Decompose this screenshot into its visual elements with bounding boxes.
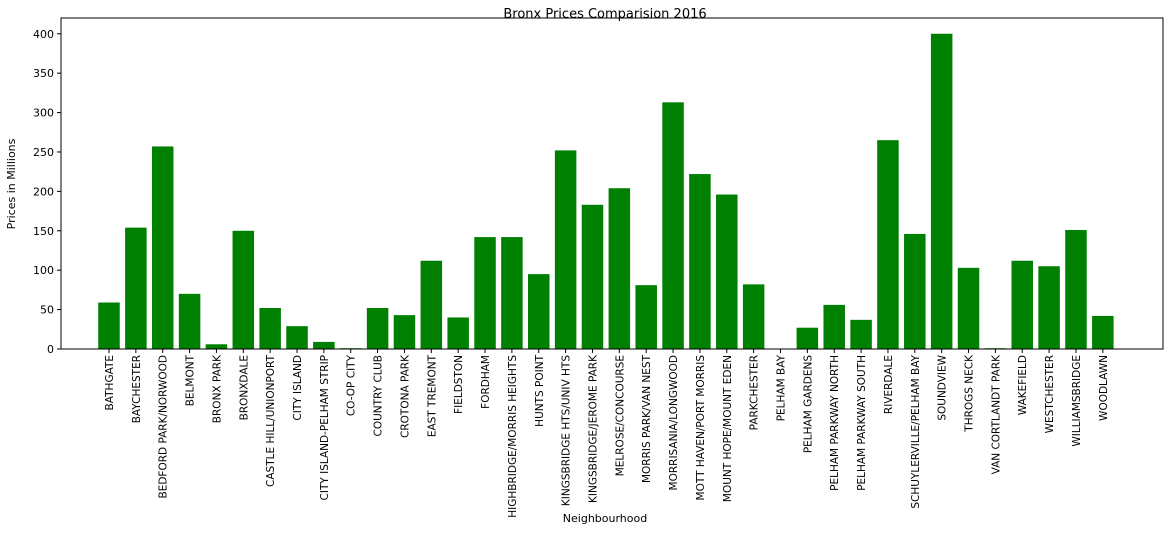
x-tick-label: PELHAM PARKWAY NORTH [829,355,841,491]
bar [474,237,496,349]
y-tick-label: 300 [33,107,54,120]
x-tick-label: PARKCHESTER [749,355,761,430]
x-tick-label: BAYCHESTER [131,355,143,423]
x-tick-label: SCHUYLERVILLE/PELHAM BAY [910,354,922,508]
bar [930,33,953,349]
plot-frame [60,17,1164,350]
bar [98,302,120,349]
x-tick-label: RIVERDALE [883,355,895,414]
x-axis: BATHGATE BAYCHESTER BEDFORD PARK/NORWOOD BE… [104,349,1110,518]
bar [957,267,980,349]
bar [286,326,308,349]
y-tick-label: 100 [33,264,54,277]
x-tick-label: SOUNDVIEW [937,354,949,420]
y-axis: 0 50 100 150 200 250 300 350 400 [33,28,61,356]
x-tick-label: FORDHAM [480,355,492,409]
bar [313,341,335,349]
bar [393,315,416,349]
x-tick-label: KINGSBRIDGE/JEROME PARK [587,354,599,503]
bar [178,293,201,349]
bar [581,204,604,349]
x-tick-label: WESTCHESTER [1044,355,1056,433]
x-tick-label: MOTT HAVEN/PORT MORRIS [695,355,707,501]
y-tick-label: 200 [33,185,54,198]
bar [447,317,469,349]
x-tick-label: COUNTRY CLUB [373,355,385,436]
bar [366,308,389,349]
bar [205,344,228,349]
x-tick-label: WILLIAMSBRIDGE [1071,355,1083,447]
x-tick-label: PELHAM GARDENS [802,355,814,453]
y-tick-label: 350 [33,67,54,80]
bar [1092,315,1114,349]
x-tick-label: BATHGATE [104,355,116,410]
bar [151,146,174,349]
y-axis-label: Prices in Millions [5,138,18,229]
bar [716,194,738,349]
bar [554,150,577,349]
x-tick-label: THROGS NECK [964,354,976,433]
x-tick-label: CITY ISLAND-PELHAM STRIP [319,355,331,500]
bar [1038,266,1060,349]
bar [125,227,147,349]
bar [420,260,443,349]
x-axis-label: Neighbourhood [563,512,647,525]
bar [1011,260,1033,349]
x-tick-label: BEDFORD PARK/NORWOOD [158,355,170,499]
bar [1065,230,1087,349]
x-tick-label: PELHAM BAY [776,354,788,421]
bar [904,233,926,349]
x-tick-label: EAST TREMONT [426,354,438,437]
bar [501,237,523,349]
x-tick-label: FIELDSTON [453,355,465,414]
bars-group [98,33,1114,349]
x-tick-label: MORRISANIA/LONGWOOD [668,355,680,490]
bar [742,284,765,349]
y-tick-label: 150 [33,225,54,238]
x-tick-label: MOUNT HOPE/MOUNT EDEN [722,355,734,502]
x-tick-label: BRONX PARK [211,354,223,423]
bar [635,285,657,349]
x-tick-label: WOODLAWN [1098,355,1110,421]
x-tick-label: MELROSE/CONCOURSE [614,355,626,476]
x-tick-label: CASTLE HILL/UNIONPORT [265,354,277,487]
x-tick-label: BELMONT [185,354,197,406]
y-tick-label: 250 [33,146,54,159]
x-tick-label: CITY ISLAND [292,355,304,421]
x-tick-label: CO-OP CITY [346,354,358,416]
bar [662,102,684,349]
x-tick-label: MORRIS PARK/VAN NEST [641,354,653,483]
x-tick-label: HUNTS POINT [534,354,546,426]
x-tick-label: HIGHBRIDGE/MORRIS HEIGHTS [507,355,519,518]
x-tick-label: VAN CORTLANDT PARK [990,354,1002,475]
y-tick-label: 400 [33,28,54,41]
bar [608,188,631,349]
bar [877,140,899,349]
x-tick-label: CROTONA PARK [399,354,411,438]
bar [689,174,711,349]
bar [259,308,281,349]
bar [796,327,819,349]
bar [850,319,872,349]
bar [823,304,845,349]
x-tick-label: PELHAM PARKWAY SOUTH [856,355,868,491]
bar [528,274,550,349]
y-tick-label: 50 [40,304,54,317]
x-tick-label: KINGSBRIDGE HTS/UNIV HTS [561,355,573,506]
chart-title: Bronx Prices Comparision 2016 [503,7,706,22]
x-tick-label: WAKEFIELD [1017,355,1029,415]
y-tick-label: 0 [47,343,54,356]
bar [232,230,255,349]
x-tick-label: BRONXDALE [238,355,250,420]
